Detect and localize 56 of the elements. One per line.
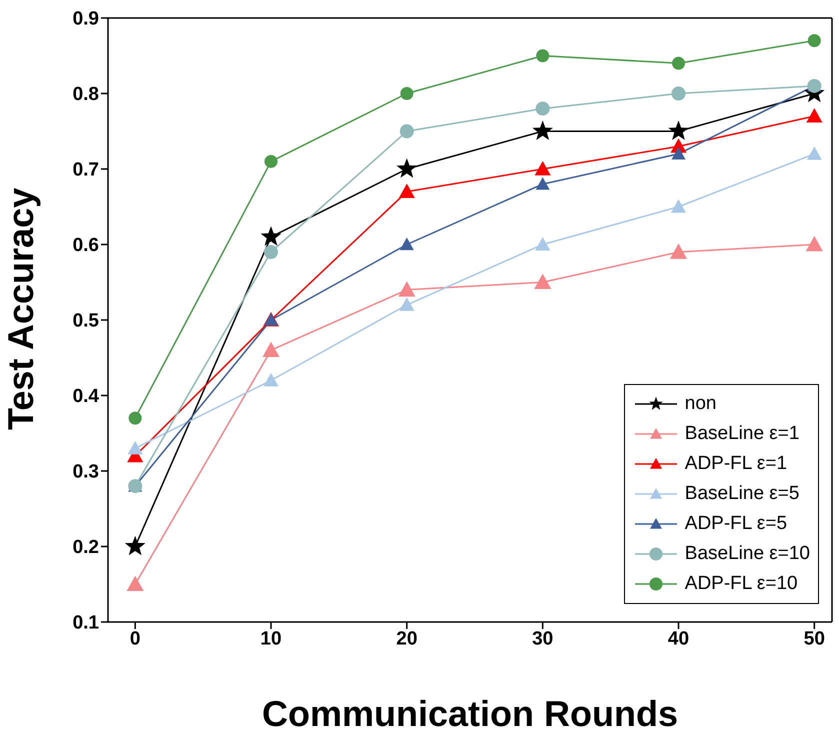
point <box>400 87 414 100</box>
x-tick-label: 0 <box>130 628 140 650</box>
x-tick-label: 40 <box>668 628 690 650</box>
y-tick-label: 0.2 <box>72 537 99 558</box>
point <box>398 184 415 198</box>
legend-label: BaseLine ε=10 <box>684 543 810 565</box>
point <box>672 146 686 160</box>
x-tick-label: 20 <box>396 628 418 650</box>
y-tick-label: 0.8 <box>72 84 99 106</box>
legend-label: non <box>684 393 716 415</box>
x-tick-label: 10 <box>260 628 282 650</box>
y-tick-label: 0.7 <box>72 160 99 181</box>
x-axis-title: Communication Rounds <box>262 693 678 734</box>
point <box>806 108 822 123</box>
point <box>262 342 280 357</box>
point <box>260 226 282 246</box>
point <box>806 146 822 160</box>
point <box>124 536 146 556</box>
point <box>806 236 823 252</box>
y-tick-label: 0.1 <box>72 612 100 634</box>
x-tick-label: 50 <box>804 628 825 650</box>
point <box>536 102 550 116</box>
legend-label: ADP-FL ε=10 <box>684 573 798 595</box>
legend-label: ADP-FL ε=1 <box>684 453 788 475</box>
point <box>535 237 550 250</box>
point <box>671 199 686 213</box>
point <box>398 281 416 297</box>
legend-label: BaseLine ε=5 <box>684 483 800 505</box>
point <box>128 412 142 425</box>
point <box>400 124 414 138</box>
point <box>536 177 550 190</box>
x-tick-label: 30 <box>532 628 554 650</box>
point <box>264 154 278 168</box>
point <box>668 120 689 140</box>
point <box>534 274 552 290</box>
point <box>264 372 278 386</box>
y-tick-label: 0.3 <box>72 462 99 483</box>
legend-label: BaseLine ε=1 <box>684 423 800 445</box>
point <box>808 34 821 48</box>
y-tick-label: 0.5 <box>72 310 100 332</box>
y-tick-label: 0.4 <box>72 386 100 408</box>
point <box>532 120 553 140</box>
point <box>399 297 414 311</box>
point <box>536 49 550 62</box>
y-tick-label: 0.9 <box>72 8 99 30</box>
point <box>534 161 551 176</box>
legend-label: ADP-FL ε=5 <box>684 513 788 535</box>
point <box>264 245 278 260</box>
y-tick-label: 0.6 <box>72 235 99 256</box>
point <box>126 576 144 592</box>
point <box>396 158 418 178</box>
point <box>400 238 414 250</box>
point <box>128 440 143 454</box>
point <box>672 86 686 100</box>
point <box>672 56 686 70</box>
point <box>670 244 688 259</box>
